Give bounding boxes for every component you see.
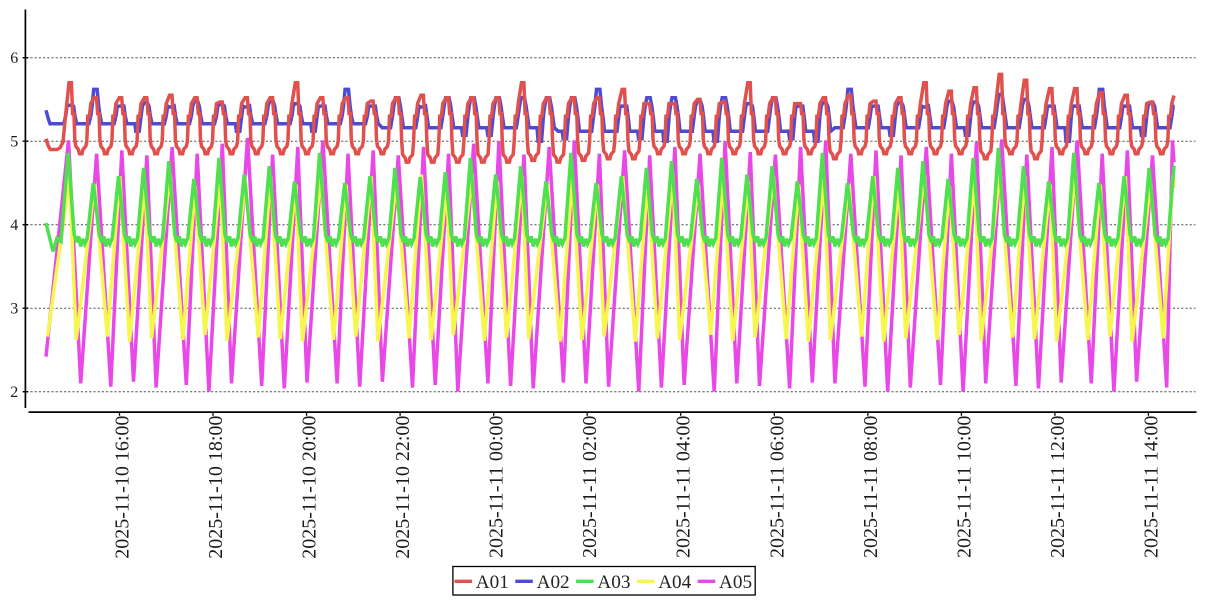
svg-text:2025-11-11 14:00: 2025-11-11 14:00	[1140, 416, 1162, 558]
svg-text:2025-11-10 20:00: 2025-11-10 20:00	[299, 416, 321, 559]
svg-text:A01: A01	[476, 572, 509, 593]
svg-text:2025-11-10 18:00: 2025-11-10 18:00	[205, 416, 227, 559]
svg-text:2025-11-11 08:00: 2025-11-11 08:00	[860, 416, 882, 558]
svg-text:4: 4	[10, 217, 18, 234]
svg-text:2025-11-11 06:00: 2025-11-11 06:00	[766, 416, 788, 558]
svg-text:2025-11-10 22:00: 2025-11-10 22:00	[392, 416, 414, 559]
svg-text:2025-11-11 00:00: 2025-11-11 00:00	[486, 416, 508, 558]
svg-text:2025-11-11 02:00: 2025-11-11 02:00	[579, 416, 601, 558]
svg-text:5: 5	[10, 134, 18, 151]
svg-text:A03: A03	[597, 572, 630, 593]
svg-text:A05: A05	[719, 572, 752, 593]
svg-text:A02: A02	[537, 572, 570, 593]
svg-text:2025-11-10 16:00: 2025-11-10 16:00	[112, 416, 134, 559]
svg-text:2: 2	[10, 384, 18, 401]
svg-text:3: 3	[10, 301, 18, 318]
svg-text:2025-11-11 10:00: 2025-11-11 10:00	[953, 416, 975, 558]
svg-text:6: 6	[10, 50, 18, 67]
svg-text:2025-11-11 12:00: 2025-11-11 12:00	[1047, 416, 1069, 558]
svg-text:A04: A04	[658, 572, 691, 593]
svg-text:2025-11-11 04:00: 2025-11-11 04:00	[673, 416, 695, 558]
